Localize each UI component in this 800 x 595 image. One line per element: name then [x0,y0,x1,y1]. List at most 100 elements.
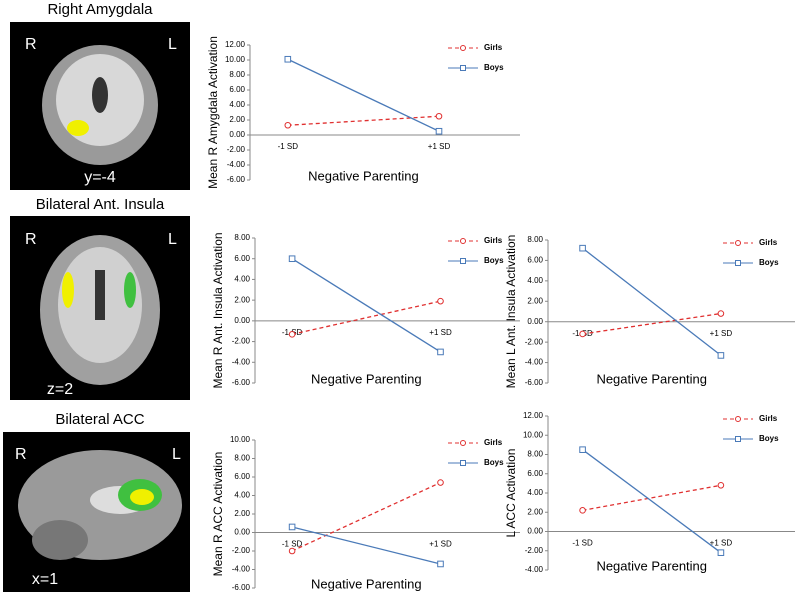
legend-marker [460,238,466,244]
x-axis-label: Negative Parenting [311,576,422,591]
series-line [291,258,441,353]
series-line [582,484,722,511]
y-tick-label: -2.00 [525,546,544,555]
data-point [288,547,296,555]
legend-marker [460,65,466,71]
data-point [284,121,292,129]
data-point [717,310,725,317]
data-point [437,297,444,305]
data-point [437,479,444,486]
y-tick-label: -4.00 [525,358,544,367]
y-tick-label: 4.00 [234,275,250,284]
x-tick-label: +1 SD [710,539,733,548]
legend-marker [735,240,741,246]
legend-label: Boys [759,434,779,443]
y-tick-label: -6.00 [232,583,251,592]
data-point [579,244,586,252]
data-point [437,560,444,568]
legend-label: Boys [484,256,504,265]
x-tick-label: +1 SD [710,329,733,338]
series-line [582,247,722,356]
data-point [717,352,725,359]
x-tick-label: +1 SD [429,328,452,337]
x-axis-label: Negative Parenting [308,168,419,183]
y-tick-label: -4.00 [227,160,246,169]
legend-label: Girls [484,438,503,447]
y-tick-label: 8.00 [527,235,543,244]
series-line [291,526,441,565]
orientation-label: L [168,231,177,248]
y-tick-label: 2.00 [234,295,250,304]
y-axis-label: L ACC Activation [504,449,518,538]
y-tick-label: -6.00 [525,378,544,387]
y-tick-label: 12.00 [225,40,246,49]
y-tick-label: -4.00 [232,357,251,366]
data-point [717,482,725,489]
y-tick-label: 4.00 [527,276,543,285]
legend-marker [460,45,466,51]
orientation-label: L [168,36,177,53]
y-tick-label: 0.00 [527,317,543,326]
data-point [579,446,586,453]
x-tick-label: +1 SD [429,540,452,549]
legend-marker [735,436,741,442]
series-line [291,481,441,552]
legend-label: Boys [484,63,504,72]
x-axis-label: Negative Parenting [596,558,707,573]
brain-image: R L z=2 [10,216,190,400]
x-tick-label: -1 SD [282,540,303,549]
legend-label: Girls [484,236,503,245]
y-tick-label: -2.00 [525,337,544,346]
section-title: Right Amygdala [47,1,153,18]
data-point [579,507,586,514]
series-line [582,449,722,554]
brain-image: R L x=1 [3,432,190,592]
legend-label: Girls [759,238,778,247]
slice-label: x=1 [32,571,58,588]
orientation-label: R [15,446,27,463]
slice-label: z=2 [47,381,73,398]
x-axis-label: Negative Parenting [596,371,707,386]
legend-label: Boys [759,258,779,267]
x-axis-label: Negative Parenting [311,371,422,386]
legend-marker [460,440,466,446]
slice-label: y=-4 [84,169,116,186]
y-tick-label: 2.00 [527,507,543,516]
x-tick-label: +1 SD [428,142,451,151]
y-tick-label: 8.00 [229,70,245,79]
y-tick-label: 10.00 [230,435,251,444]
y-tick-label: 0.00 [229,130,245,139]
x-tick-label: -1 SD [572,539,593,548]
section-title: Bilateral Ant. Insula [36,196,165,213]
y-tick-label: -2.00 [227,145,246,154]
y-tick-label: 4.00 [234,491,250,500]
y-tick-label: -6.00 [232,378,251,387]
data-point [437,348,444,356]
y-tick-label: 6.00 [234,254,250,263]
orientation-label: L [172,446,181,463]
section-title: Bilateral ACC [55,411,144,428]
y-tick-label: 2.00 [229,115,245,124]
y-tick-label: 10.00 [523,430,544,439]
brain-image: R L y=-4 [10,22,190,190]
y-tick-label: 6.00 [234,472,250,481]
y-tick-label: 0.00 [234,316,250,325]
y-tick-label: -2.00 [232,337,251,346]
y-tick-label: -4.00 [525,565,544,574]
data-point [284,55,292,63]
y-tick-label: 0.00 [234,528,250,537]
y-axis-label: Mean R Ant. Insula Activation [211,232,225,388]
legend-label: Girls [759,414,778,423]
legend-marker [460,258,466,264]
y-axis-label: Mean R ACC Activation [211,452,225,577]
y-tick-label: 4.00 [527,488,543,497]
y-axis-label: Mean L Ant. Insula Activation [504,235,518,389]
y-tick-label: 6.00 [527,469,543,478]
data-point [288,255,296,263]
y-tick-label: 12.00 [523,411,544,420]
data-point [435,127,443,135]
y-tick-label: -4.00 [232,565,251,574]
y-tick-label: -2.00 [232,546,251,555]
y-tick-label: -6.00 [227,175,246,184]
